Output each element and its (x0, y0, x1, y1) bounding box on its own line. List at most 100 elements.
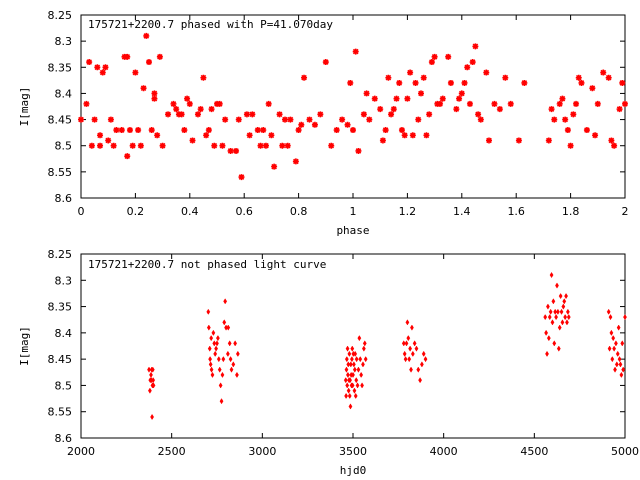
x-tick-label: 0 (78, 205, 85, 218)
data-point (265, 100, 272, 107)
data-point (557, 324, 562, 331)
data-point (221, 356, 226, 363)
data-point (311, 121, 318, 128)
data-point (151, 95, 158, 102)
data-point (97, 142, 104, 149)
data-point (565, 319, 569, 326)
data-point (491, 100, 498, 107)
data-point (118, 127, 125, 134)
data-point (619, 79, 626, 86)
data-point (222, 116, 229, 123)
x-tick-label: 0.2 (127, 205, 145, 218)
data-point (214, 345, 218, 352)
data-point (135, 127, 142, 134)
data-point (215, 340, 219, 347)
data-point (360, 111, 367, 118)
data-point (616, 324, 621, 331)
data-point (210, 371, 215, 378)
data-point (361, 345, 366, 352)
data-point (428, 59, 435, 66)
data-point (621, 366, 626, 373)
data-point (545, 137, 552, 144)
data-point (548, 308, 553, 315)
data-point (608, 137, 615, 144)
data-point (222, 319, 227, 326)
plot-frame (80, 253, 626, 439)
data-point (189, 137, 196, 144)
data-point (412, 340, 417, 347)
data-point (410, 324, 414, 331)
data-point (403, 356, 408, 363)
x-tick-label: 0.8 (290, 205, 308, 218)
data-point (257, 142, 264, 149)
data-point (203, 132, 210, 139)
data-point (619, 371, 624, 378)
data-point (461, 79, 468, 86)
data-point (396, 79, 403, 86)
y-axis-label: I[mag] (18, 87, 31, 127)
data-point (345, 382, 350, 389)
data-point (437, 100, 444, 107)
phased-chart: 0 0.2 0.4 0.6 0.8 1 1.2 1.4 1.6 1.8 2 8.25 8.3 8.35 8.… (18, 9, 629, 237)
data-point (616, 106, 623, 113)
data-point (317, 111, 324, 118)
data-point (197, 106, 204, 113)
data-point (363, 356, 368, 363)
y-tick-label: 8.4 (55, 87, 73, 100)
data-point (276, 111, 283, 118)
data-point (219, 142, 226, 149)
data-point (515, 137, 522, 144)
data-point (546, 303, 550, 310)
data-point (186, 100, 193, 107)
data-point (181, 127, 188, 134)
data-point (379, 137, 386, 144)
data-point (228, 356, 233, 363)
data-point (339, 116, 346, 123)
data-point (149, 371, 153, 378)
x-tick-label: 1.6 (507, 205, 525, 218)
y-tick-label: 8.5 (55, 140, 73, 153)
data-point (113, 127, 120, 134)
data-point (350, 345, 355, 352)
data-point (544, 329, 549, 336)
data-point (562, 298, 567, 305)
x-tick-label: 2 (622, 205, 629, 218)
data-point (362, 340, 367, 347)
data-point (545, 350, 549, 357)
data-point (102, 64, 109, 71)
data-point (298, 121, 305, 128)
data-point (260, 127, 267, 134)
data-point (86, 59, 93, 66)
data-point (216, 100, 223, 107)
data-point (150, 366, 155, 373)
data-point (350, 127, 356, 134)
data-point (83, 100, 90, 107)
data-point (418, 377, 422, 384)
light-curve-chart: 2000 2500 3000 3500 4000 4500 5000 8.25 8.3 8.35 8… (18, 248, 639, 477)
data-point (200, 74, 207, 81)
data-point (589, 85, 596, 92)
data-point (233, 147, 240, 154)
data-point (558, 292, 563, 300)
data-point (382, 127, 389, 134)
data-point (453, 106, 460, 113)
data-point (173, 106, 180, 113)
data-point (371, 95, 378, 102)
data-point (345, 345, 350, 352)
data-point (206, 324, 211, 331)
data-point (219, 398, 224, 405)
data-point (208, 361, 213, 368)
chart-title: 175721+2200.7 phased with P=41.070day (88, 18, 333, 31)
data-point (486, 137, 492, 144)
data-point (350, 356, 354, 363)
x-tick-label: 1.4 (453, 205, 471, 218)
data-point (212, 340, 217, 347)
data-point (151, 90, 158, 97)
data-point (405, 319, 410, 326)
data-point (622, 100, 628, 107)
data-point (418, 90, 424, 97)
data-point (614, 340, 618, 347)
data-point (206, 308, 211, 315)
y-tick-label: 8.35 (48, 61, 73, 74)
